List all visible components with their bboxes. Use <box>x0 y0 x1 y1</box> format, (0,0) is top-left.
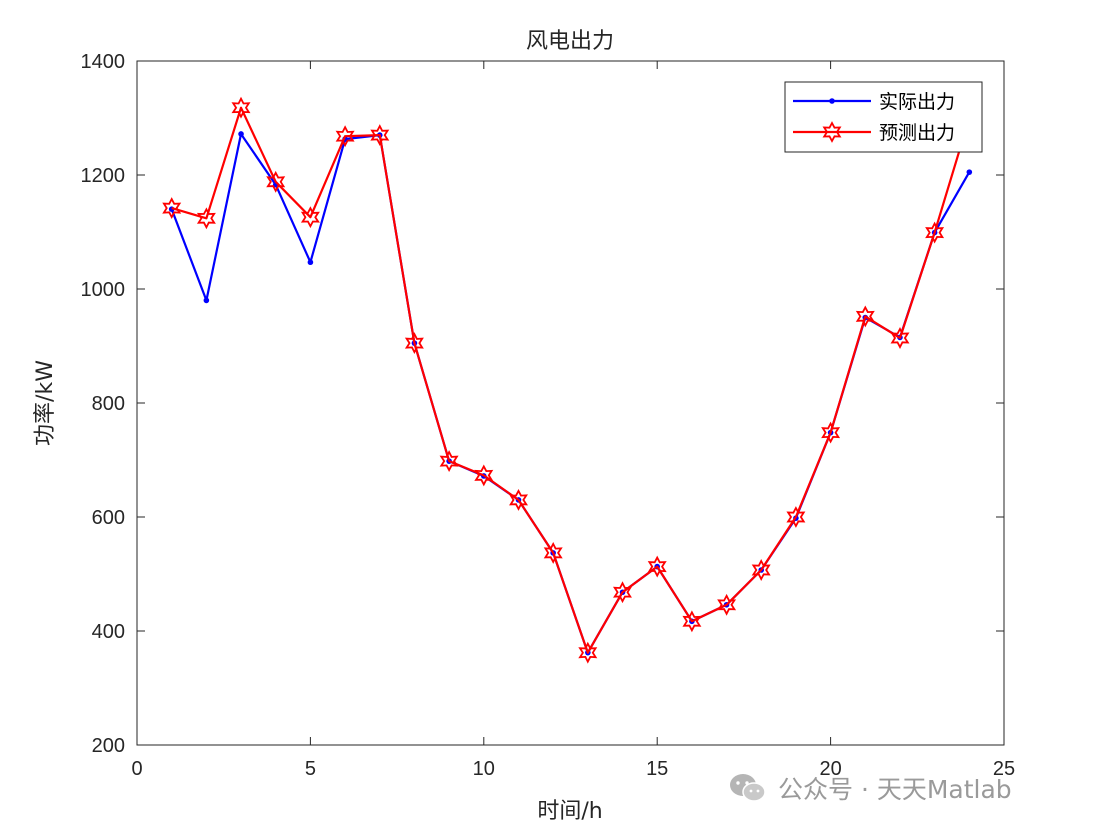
y-tick-label: 1200 <box>81 165 126 187</box>
y-tick-label: 200 <box>92 735 125 757</box>
y-tick-label: 1400 <box>81 51 126 73</box>
x-tick-label: 25 <box>993 758 1015 780</box>
data-point <box>203 297 210 304</box>
y-axis: 200 400 600 800 1000 1200 1400 <box>81 51 1004 757</box>
x-tick-label: 15 <box>646 758 668 780</box>
data-point <box>855 305 875 328</box>
series-line <box>171 106 971 654</box>
x-axis-title: 时间/h <box>537 799 602 824</box>
x-tick-label: 0 <box>131 758 142 780</box>
data-point <box>404 332 424 355</box>
data-point <box>647 555 667 578</box>
y-tick-label: 1000 <box>81 279 126 301</box>
data-point <box>300 206 320 229</box>
plot-area <box>136 60 1005 746</box>
chart-title: 风电出力 <box>526 29 614 54</box>
x-axis: 0 5 10 15 20 25 <box>131 61 1015 780</box>
y-tick-label: 800 <box>92 393 125 415</box>
data-point <box>439 450 459 473</box>
watermark: 公众号 · 天天Matlab <box>728 768 1012 808</box>
legend-label: 实际出力 <box>879 91 955 113</box>
y-tick-label: 400 <box>92 621 125 643</box>
y-tick-label: 600 <box>92 507 125 529</box>
data-point <box>335 125 355 148</box>
x-tick-label: 10 <box>473 758 495 780</box>
data-point <box>307 259 314 266</box>
data-point <box>231 96 251 119</box>
data-point <box>196 207 216 230</box>
data-point <box>682 610 702 633</box>
data-point <box>238 131 244 137</box>
x-tick-label: 5 <box>305 758 316 780</box>
data-point <box>717 593 737 616</box>
legend-box <box>784 81 983 153</box>
series-1 <box>162 96 979 664</box>
data-point <box>925 221 945 244</box>
data-point <box>543 541 563 564</box>
data-point <box>890 327 910 349</box>
data-point <box>509 488 528 511</box>
data-point <box>162 197 182 220</box>
series-layer <box>162 96 979 664</box>
data-point <box>266 170 286 193</box>
y-axis-title: 功率/kW <box>33 360 58 446</box>
data-point <box>474 464 494 487</box>
x-tick-label: 20 <box>819 758 841 780</box>
legend-marker <box>829 98 835 104</box>
data-point <box>786 506 806 528</box>
watermark-text: 公众号 · 天天Matlab <box>778 775 1012 804</box>
data-point <box>578 641 598 664</box>
data-point <box>751 559 771 581</box>
data-point <box>966 169 973 175</box>
legend-label: 预测出力 <box>879 122 955 144</box>
data-point <box>821 421 841 444</box>
legend-marker <box>822 121 842 143</box>
data-point <box>370 124 390 147</box>
wechat-icon <box>730 774 766 802</box>
data-point <box>612 581 632 604</box>
